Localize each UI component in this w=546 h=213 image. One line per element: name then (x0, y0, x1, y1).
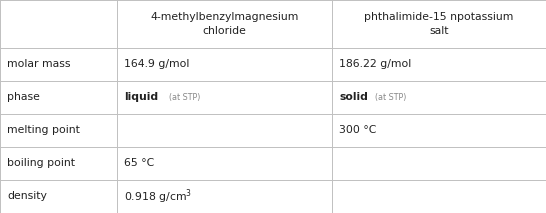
Text: (at STP): (at STP) (375, 93, 406, 102)
Text: melting point: melting point (7, 125, 80, 135)
Text: phase: phase (7, 92, 40, 102)
Text: (at STP): (at STP) (169, 93, 200, 102)
Text: 300 °C: 300 °C (339, 125, 376, 135)
Text: 0.918 g/cm$^{3}$: 0.918 g/cm$^{3}$ (124, 187, 193, 206)
Text: molar mass: molar mass (7, 59, 70, 69)
Text: density: density (7, 191, 47, 201)
Text: solid: solid (339, 92, 368, 102)
Text: 65 °C: 65 °C (124, 158, 155, 168)
Text: 164.9 g/mol: 164.9 g/mol (124, 59, 190, 69)
Text: 4-methylbenzylmagnesium
chloride: 4-methylbenzylmagnesium chloride (151, 12, 299, 36)
Text: phthalimide-15 npotassium
salt: phthalimide-15 npotassium salt (364, 12, 514, 36)
Text: 186.22 g/mol: 186.22 g/mol (339, 59, 411, 69)
Text: liquid: liquid (124, 92, 158, 102)
Text: boiling point: boiling point (7, 158, 75, 168)
